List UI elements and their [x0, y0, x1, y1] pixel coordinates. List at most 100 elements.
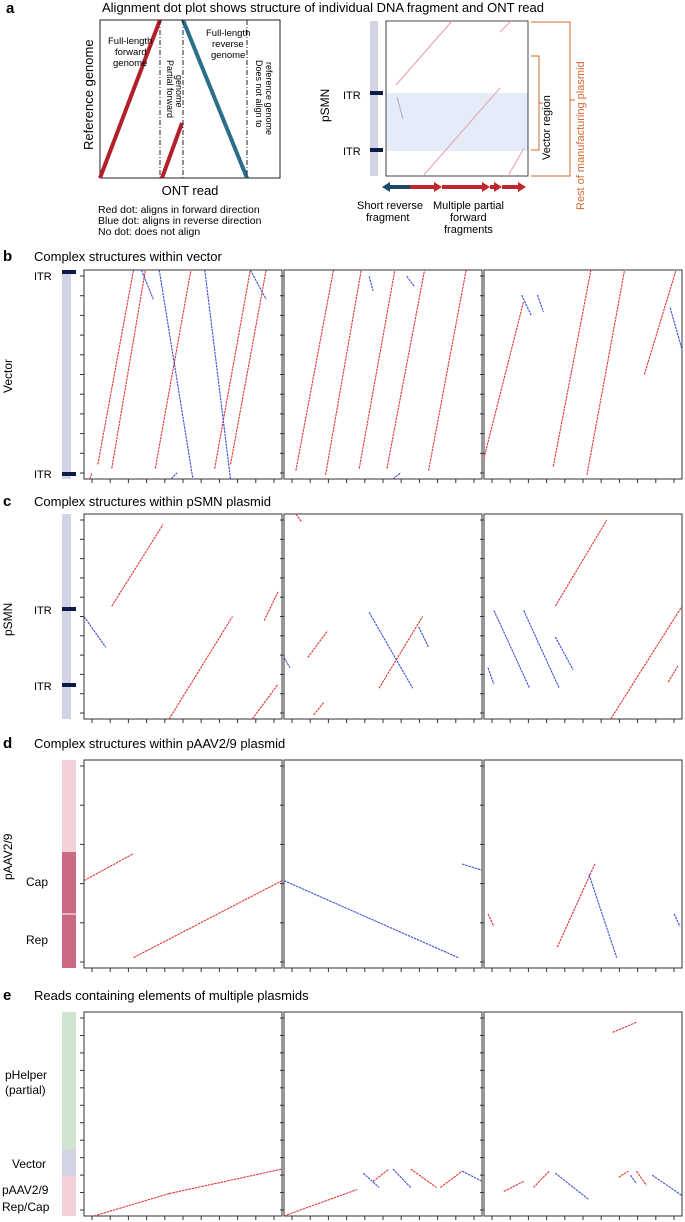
reverse-alignment	[368, 276, 374, 292]
forward-alignment	[586, 269, 626, 475]
vector-region-fill	[386, 93, 528, 151]
label-forward-2: forward	[115, 47, 147, 58]
dotplot-b-2	[280, 269, 483, 483]
reverse-alignment	[392, 472, 402, 480]
reverse-line	[181, 19, 249, 179]
label-partial-1: Partial forward	[165, 60, 175, 118]
forward-alignment	[168, 616, 233, 720]
forward-alignment	[487, 913, 495, 927]
itr-bottom-marker-b	[62, 472, 76, 476]
forward-alignment	[263, 591, 279, 621]
plot-frame	[283, 513, 483, 720]
example-reverse-trace	[396, 96, 404, 120]
dotplot-c-2	[280, 513, 483, 723]
b-itr-bottom: ITR	[34, 469, 52, 481]
example-itr-bottom: ITR	[343, 146, 361, 158]
multiple-forward-label-2: forward	[450, 212, 487, 224]
reverse-arrow-body	[390, 185, 410, 189]
forward-arrow-head-3	[494, 182, 502, 192]
forward-alignment	[251, 683, 279, 720]
reverse-arrow-head	[382, 182, 390, 192]
psmn-bar-c	[62, 514, 71, 719]
forward-arrow-body-2	[442, 185, 482, 189]
short-reverse-label-2: fragment	[366, 212, 409, 224]
reverse-alignment	[651, 1174, 683, 1197]
plot-frame	[483, 513, 683, 720]
forward-alignment	[358, 269, 396, 469]
schematic-frame	[99, 19, 281, 179]
plot-frame	[483, 1011, 683, 1217]
plot-frame	[483, 269, 683, 480]
forward-alignment	[133, 880, 283, 959]
panel-e-title: Reads containing elements of multiple pl…	[34, 988, 309, 1003]
paav-bar-e	[62, 1176, 76, 1216]
panel-letter-b: b	[3, 248, 12, 265]
forward-arrow-head-1	[434, 182, 442, 192]
dotplot-d-3	[480, 759, 683, 972]
reverse-alignment	[158, 269, 194, 480]
forward-alignment	[154, 269, 192, 469]
plot-frame	[83, 269, 283, 480]
c-itr-top: ITR	[34, 605, 52, 617]
psmn-bar	[370, 21, 378, 176]
legend-blue: Blue dot: aligns in reverse direction	[98, 215, 262, 227]
example-forward-trace-1	[395, 20, 453, 86]
reverse-alignment	[462, 863, 483, 871]
forward-alignment	[552, 269, 592, 467]
dotplot-e-2	[280, 1011, 483, 1220]
dotplot-d-1	[80, 759, 283, 972]
panel-letter-c: c	[3, 493, 11, 510]
label-reverse-1: Full-length	[206, 28, 250, 39]
forward-alignment	[97, 269, 135, 465]
example-plot: ITR ITR pSMN Vector region Rest of manuf…	[318, 20, 587, 236]
e-phelper-label-1: pHelper	[5, 1068, 47, 1082]
plot-frame	[283, 759, 483, 969]
e-paav-label-2: Rep/Cap	[2, 1200, 50, 1214]
reverse-alignment	[392, 1168, 412, 1188]
forward-alignment	[111, 269, 146, 469]
reverse-alignment	[283, 880, 459, 959]
reverse-alignment	[487, 667, 495, 685]
b-ylabel: Vector	[1, 359, 15, 393]
reverse-alignment	[630, 1174, 637, 1184]
panel-letter-d: d	[3, 735, 12, 752]
forward-alignment	[643, 269, 677, 375]
dotplot-d-2	[280, 759, 483, 972]
cap-bar-d	[62, 852, 76, 914]
reverse-alignment	[461, 1170, 483, 1182]
forward-alignment	[533, 1170, 550, 1188]
reverse-alignment	[406, 275, 416, 288]
reverse-alignment	[249, 269, 267, 300]
label-forward-1: Full-length	[108, 36, 152, 47]
forward-arrow-body-3	[490, 185, 494, 189]
forward-alignment	[410, 1168, 437, 1188]
forward-alignment	[313, 702, 325, 716]
forward-alignment	[169, 1168, 283, 1195]
reverse-alignment	[588, 874, 618, 958]
panel-letter-a: a	[6, 0, 15, 17]
reverse-alignment	[554, 636, 574, 671]
reverse-alignment	[523, 610, 560, 689]
example-forward-trace-4	[507, 147, 525, 177]
short-reverse-label-1: Short reverse	[357, 200, 423, 212]
forward-alignment	[295, 269, 335, 471]
reverse-alignment	[83, 616, 107, 648]
itr-top-marker-c	[62, 607, 76, 611]
forward-alignment	[440, 1170, 463, 1188]
reverse-alignment	[204, 269, 232, 480]
schematic-xlabel: ONT read	[162, 183, 219, 198]
b-itr-top: ITR	[34, 271, 52, 283]
reverse-alignment	[418, 626, 430, 648]
forward-arrow-body-1	[410, 185, 434, 189]
forward-alignment	[378, 616, 424, 689]
example-frame	[385, 20, 529, 177]
forward-alignment	[554, 519, 608, 607]
e-vector-label: Vector	[12, 1157, 46, 1171]
reverse-alignment	[521, 294, 533, 317]
vector-bar-e	[62, 1150, 76, 1176]
reverse-alignment	[170, 472, 178, 480]
d-ylabel: pAAV2/9	[1, 833, 15, 880]
e-paav-label-1: pAAV2/9	[2, 1183, 49, 1197]
forward-alignment	[386, 269, 426, 469]
